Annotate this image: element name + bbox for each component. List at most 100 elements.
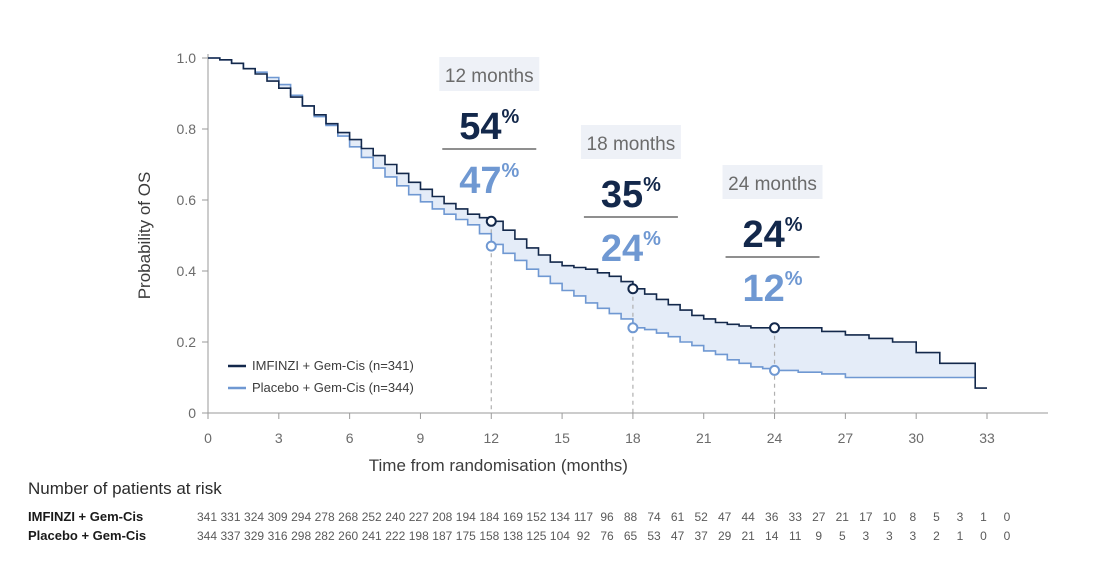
risk-value: 138	[503, 529, 523, 543]
annotation-label: 18 months	[587, 134, 676, 155]
risk-value: 175	[456, 529, 476, 543]
survival-gap-area-layer	[208, 58, 976, 389]
imfinzi-marker-24	[769, 322, 781, 334]
x-tick-label: 33	[979, 430, 995, 446]
x-tick-label: 0	[204, 430, 212, 446]
risk-value: 92	[577, 529, 591, 543]
risk-table: Number of patients at risk IMFINZI + Gem-…	[28, 479, 1011, 543]
risk-value: 36	[765, 510, 779, 524]
annotation-12: 12 months 54% 47%	[439, 57, 540, 202]
risk-value: 37	[694, 529, 708, 543]
placebo-marker-24	[769, 364, 781, 376]
y-tick-label: 0.6	[177, 192, 197, 208]
x-tick-label: 15	[554, 430, 570, 446]
risk-value: 104	[550, 529, 570, 543]
risk-value: 3	[957, 510, 964, 524]
x-tick-label: 24	[767, 430, 783, 446]
risk-value: 184	[479, 510, 499, 524]
risk-value: 3	[910, 529, 917, 543]
y-axis-title: Probability of OS	[135, 172, 154, 300]
risk-value: 125	[526, 529, 546, 543]
placebo-marker-12	[485, 240, 497, 252]
risk-value: 1	[957, 529, 964, 543]
risk-value: 227	[409, 510, 429, 524]
risk-value: 194	[456, 510, 476, 524]
risk-value: 294	[291, 510, 311, 524]
risk-value: 10	[883, 510, 897, 524]
risk-table-title: Number of patients at risk	[28, 479, 222, 498]
series-lines-layer	[208, 57, 987, 389]
placebo-series-line	[208, 57, 976, 379]
y-tick-label: 1.0	[177, 50, 197, 66]
y-tick-label: 0.4	[177, 263, 197, 279]
risk-value: 53	[647, 529, 661, 543]
risk-value: 268	[338, 510, 358, 524]
risk-value: 309	[268, 510, 288, 524]
annotation-18: 18 months 35% 24%	[580, 125, 681, 270]
risk-value: 329	[244, 529, 264, 543]
annotation-top-percent: 35%	[601, 174, 661, 216]
y-tick-label: 0.8	[177, 121, 197, 137]
annotation-label: 24 months	[728, 174, 817, 195]
risk-value: 5	[933, 510, 940, 524]
risk-value: 21	[741, 529, 755, 543]
legend-label-1: Placebo + Gem-Cis (n=344)	[252, 380, 414, 395]
risk-value: 17	[859, 510, 873, 524]
risk-value: 0	[1004, 510, 1011, 524]
markers-layer	[485, 215, 781, 376]
imfinzi-marker-18	[627, 283, 639, 295]
risk-value: 88	[624, 510, 638, 524]
risk-value: 52	[694, 510, 708, 524]
x-axis-title: Time from randomisation (months)	[369, 456, 628, 475]
risk-value: 96	[600, 510, 614, 524]
risk-row-name: IMFINZI + Gem-Cis	[28, 509, 143, 524]
legend: IMFINZI + Gem-Cis (n=341) Placebo + Gem-C…	[228, 358, 414, 395]
risk-value: 33	[789, 510, 803, 524]
risk-value: 241	[362, 529, 382, 543]
risk-value: 158	[479, 529, 499, 543]
risk-value: 134	[550, 510, 570, 524]
risk-value: 344	[197, 529, 217, 543]
annotation-24: 24 months 24% 12%	[722, 165, 823, 310]
risk-value: 1	[980, 510, 987, 524]
axes-layer: 0 0.2 0.4 0.6 0.8 1.0 0 3 6 9 12 15 18 21 24 27 30 33 Time…	[135, 50, 1048, 475]
risk-value: 282	[315, 529, 335, 543]
risk-value: 47	[671, 529, 685, 543]
risk-value: 0	[1004, 529, 1011, 543]
risk-value: 0	[980, 529, 987, 543]
annotation-label: 12 months	[445, 66, 534, 87]
annotation-bottom-percent: 24%	[601, 228, 661, 270]
risk-value: 252	[362, 510, 382, 524]
risk-value: 260	[338, 529, 358, 543]
x-tick-label: 9	[417, 430, 425, 446]
risk-value: 337	[221, 529, 241, 543]
risk-value: 76	[600, 529, 614, 543]
annotation-top-percent: 54%	[459, 106, 519, 148]
risk-value: 208	[432, 510, 452, 524]
risk-value: 9	[815, 529, 822, 543]
x-tick-label: 18	[625, 430, 641, 446]
annotations-layer: 12 months 54% 47% 18 months 35% 24% 24 months2…	[439, 57, 823, 310]
risk-value: 240	[385, 510, 405, 524]
legend-label-0: IMFINZI + Gem-Cis (n=341)	[252, 358, 414, 373]
y-tick-label: 0.2	[177, 334, 197, 350]
risk-value: 341	[197, 510, 217, 524]
risk-value: 169	[503, 510, 523, 524]
risk-value: 11	[789, 529, 802, 543]
risk-value: 5	[839, 529, 846, 543]
risk-value: 198	[409, 529, 429, 543]
risk-row-name: Placebo + Gem-Cis	[28, 528, 146, 543]
risk-value: 14	[765, 529, 779, 543]
x-tick-label: 6	[346, 430, 354, 446]
x-tick-label: 3	[275, 430, 283, 446]
risk-value: 117	[574, 510, 593, 524]
risk-value: 187	[432, 529, 452, 543]
annotation-box	[722, 165, 823, 199]
placebo-marker-18	[627, 322, 639, 334]
risk-value: 222	[385, 529, 405, 543]
risk-value: 61	[671, 510, 685, 524]
risk-value: 331	[221, 510, 241, 524]
annotation-bottom-percent: 47%	[459, 160, 519, 202]
annotation-bottom-percent: 12%	[743, 268, 803, 310]
